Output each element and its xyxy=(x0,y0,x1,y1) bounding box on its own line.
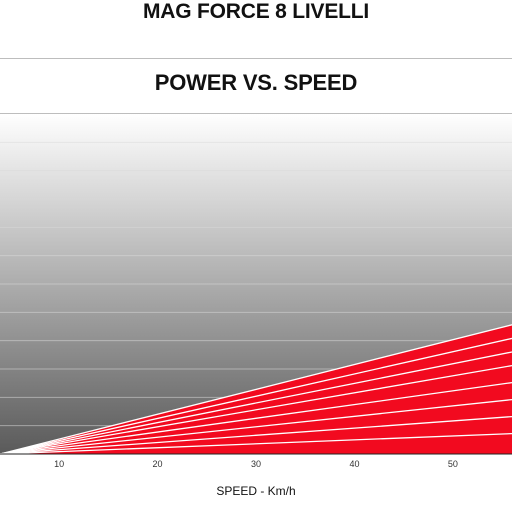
x-tick-labels: 10 20 30 40 50 xyxy=(54,459,458,469)
main-title: MAG FORCE 8 LIVELLI xyxy=(142,0,370,23)
level-line-1 xyxy=(0,324,512,455)
x-tick-label: 30 xyxy=(251,459,261,469)
level-line-5 xyxy=(0,381,512,455)
x-tick-label: 50 xyxy=(448,459,458,469)
level-line-6 xyxy=(0,398,512,455)
chart-title: POWER VS. SPEED xyxy=(154,70,358,95)
level-lines-layer xyxy=(0,324,512,455)
x-axis-label: SPEED - Km/h xyxy=(216,484,296,498)
x-tick-label: 10 xyxy=(54,459,64,469)
plot-top-border xyxy=(0,113,512,114)
x-tick-label: 20 xyxy=(153,459,163,469)
header-band xyxy=(0,0,512,112)
x-tick-label: 40 xyxy=(349,459,359,469)
level-line-2 xyxy=(0,337,512,455)
level-line-3 xyxy=(0,351,512,455)
header-divider xyxy=(0,58,512,59)
level-line-7 xyxy=(0,415,512,455)
level-line-8 xyxy=(0,432,512,455)
level-line-4 xyxy=(0,364,512,455)
